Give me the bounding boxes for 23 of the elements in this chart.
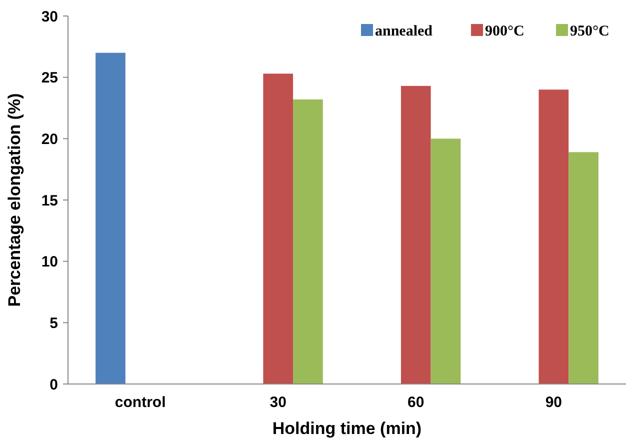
legend-label: 900°C (485, 23, 524, 40)
bar (293, 99, 323, 384)
bar (568, 152, 598, 384)
y-tick-label: 15 (41, 192, 58, 210)
x-tick-label: 90 (545, 394, 562, 411)
x-tick-label: 60 (408, 394, 424, 411)
y-tick-label: 5 (50, 314, 58, 332)
bar (538, 90, 569, 384)
bar (96, 52, 126, 384)
x-tick-label: 30 (270, 394, 286, 411)
bar (263, 74, 294, 384)
y-tick-label: 0 (50, 376, 58, 394)
y-tick-label: 25 (41, 70, 58, 87)
y-tick-label: 30 (41, 8, 58, 26)
legend-label: annealed (375, 23, 434, 40)
legend-label: 950°C (570, 23, 610, 40)
x-tick-label: control (114, 394, 166, 411)
y-axis-title: Percentage elongation (%) (5, 93, 24, 307)
y-tick-label: 20 (41, 130, 58, 148)
bar (400, 86, 431, 384)
x-axis-title: Holding time (min) (272, 419, 422, 438)
bar (430, 138, 461, 384)
y-tick-label: 10 (41, 254, 58, 271)
